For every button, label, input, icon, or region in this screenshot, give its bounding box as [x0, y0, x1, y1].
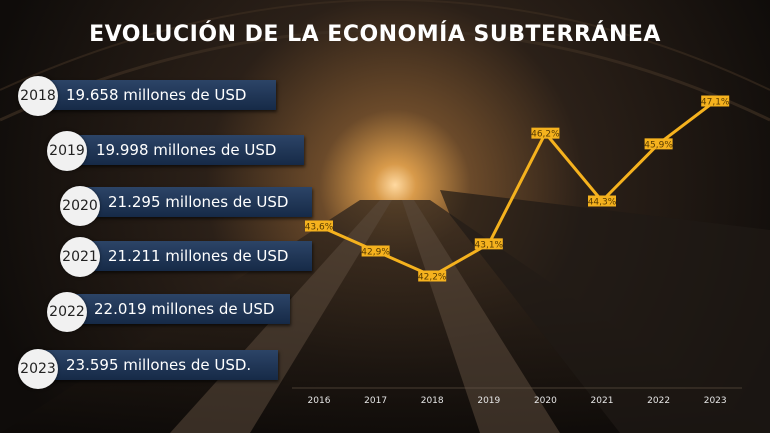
data-label-bg	[588, 195, 616, 207]
data-label-bg	[644, 138, 673, 150]
year-circle-2018: 2018	[18, 76, 58, 116]
data-label-bg	[361, 245, 390, 257]
amount-text: 19.658 millones de USD	[66, 86, 247, 104]
amount-text: 21.211 millones de USD	[108, 247, 289, 265]
data-label-text: 43,6%	[305, 223, 334, 233]
amount-bar-2022: 22.019 millones de USD	[70, 294, 290, 324]
year-circle-2021: 2021	[60, 237, 100, 277]
data-label-bg	[701, 95, 730, 107]
amount-text: 21.295 millones de USD	[108, 193, 289, 211]
data-label-text: 47,1%	[701, 98, 730, 108]
data-label-text: 45,9%	[644, 140, 673, 150]
data-label-bg	[418, 270, 447, 282]
data-label-bg	[474, 238, 503, 250]
year-circle-2022: 2022	[47, 292, 87, 332]
x-tick-label: 2019	[477, 396, 500, 406]
data-label-text: 42,9%	[361, 248, 390, 258]
data-label: 44,3%	[588, 195, 617, 208]
data-label-bg	[305, 220, 333, 232]
data-label-bg	[531, 127, 560, 139]
data-label: 46,2%	[531, 127, 560, 140]
x-tick-label: 2023	[704, 396, 727, 406]
x-tick-label: 2020	[534, 396, 557, 406]
year-circle-2019: 2019	[47, 131, 87, 171]
amount-bar-2021: 21.211 millones de USD	[84, 241, 312, 271]
x-tick-label: 2016	[308, 396, 331, 406]
data-label-text: 42,2%	[418, 273, 447, 283]
amount-bar-2019: 19.998 millones de USD	[72, 135, 304, 165]
amount-bar-2023: 23.595 millones de USD.	[42, 350, 278, 380]
data-label-text: 43,1%	[475, 240, 504, 250]
x-tick-label: 2021	[591, 396, 614, 406]
page-title: EVOLUCIÓN DE LA ECONOMÍA SUBTERRÁNEA	[89, 22, 661, 47]
data-label: 42,2%	[418, 270, 447, 283]
data-label-text: 44,3%	[588, 198, 617, 208]
data-label-text: 46,2%	[531, 130, 560, 140]
amount-text: 22.019 millones de USD	[94, 300, 275, 318]
amount-text: 23.595 millones de USD.	[66, 356, 252, 374]
data-label: 43,1%	[475, 238, 504, 250]
amount-bar-2018: 19.658 millones de USD	[42, 80, 276, 110]
data-label: 43,6%	[305, 220, 334, 233]
x-tick-label: 2018	[421, 396, 444, 406]
data-label: 47,1%	[701, 95, 730, 108]
x-tick-label: 2017	[364, 396, 387, 406]
amount-text: 19.998 millones de USD	[96, 141, 277, 159]
data-label: 42,9%	[361, 245, 390, 258]
data-label: 45,9%	[644, 138, 673, 150]
amount-bar-2020: 21.295 millones de USD	[84, 187, 312, 217]
year-circle-2020: 2020	[60, 186, 100, 226]
x-tick-label: 2022	[647, 396, 670, 406]
year-circle-2023: 2023	[18, 349, 58, 389]
